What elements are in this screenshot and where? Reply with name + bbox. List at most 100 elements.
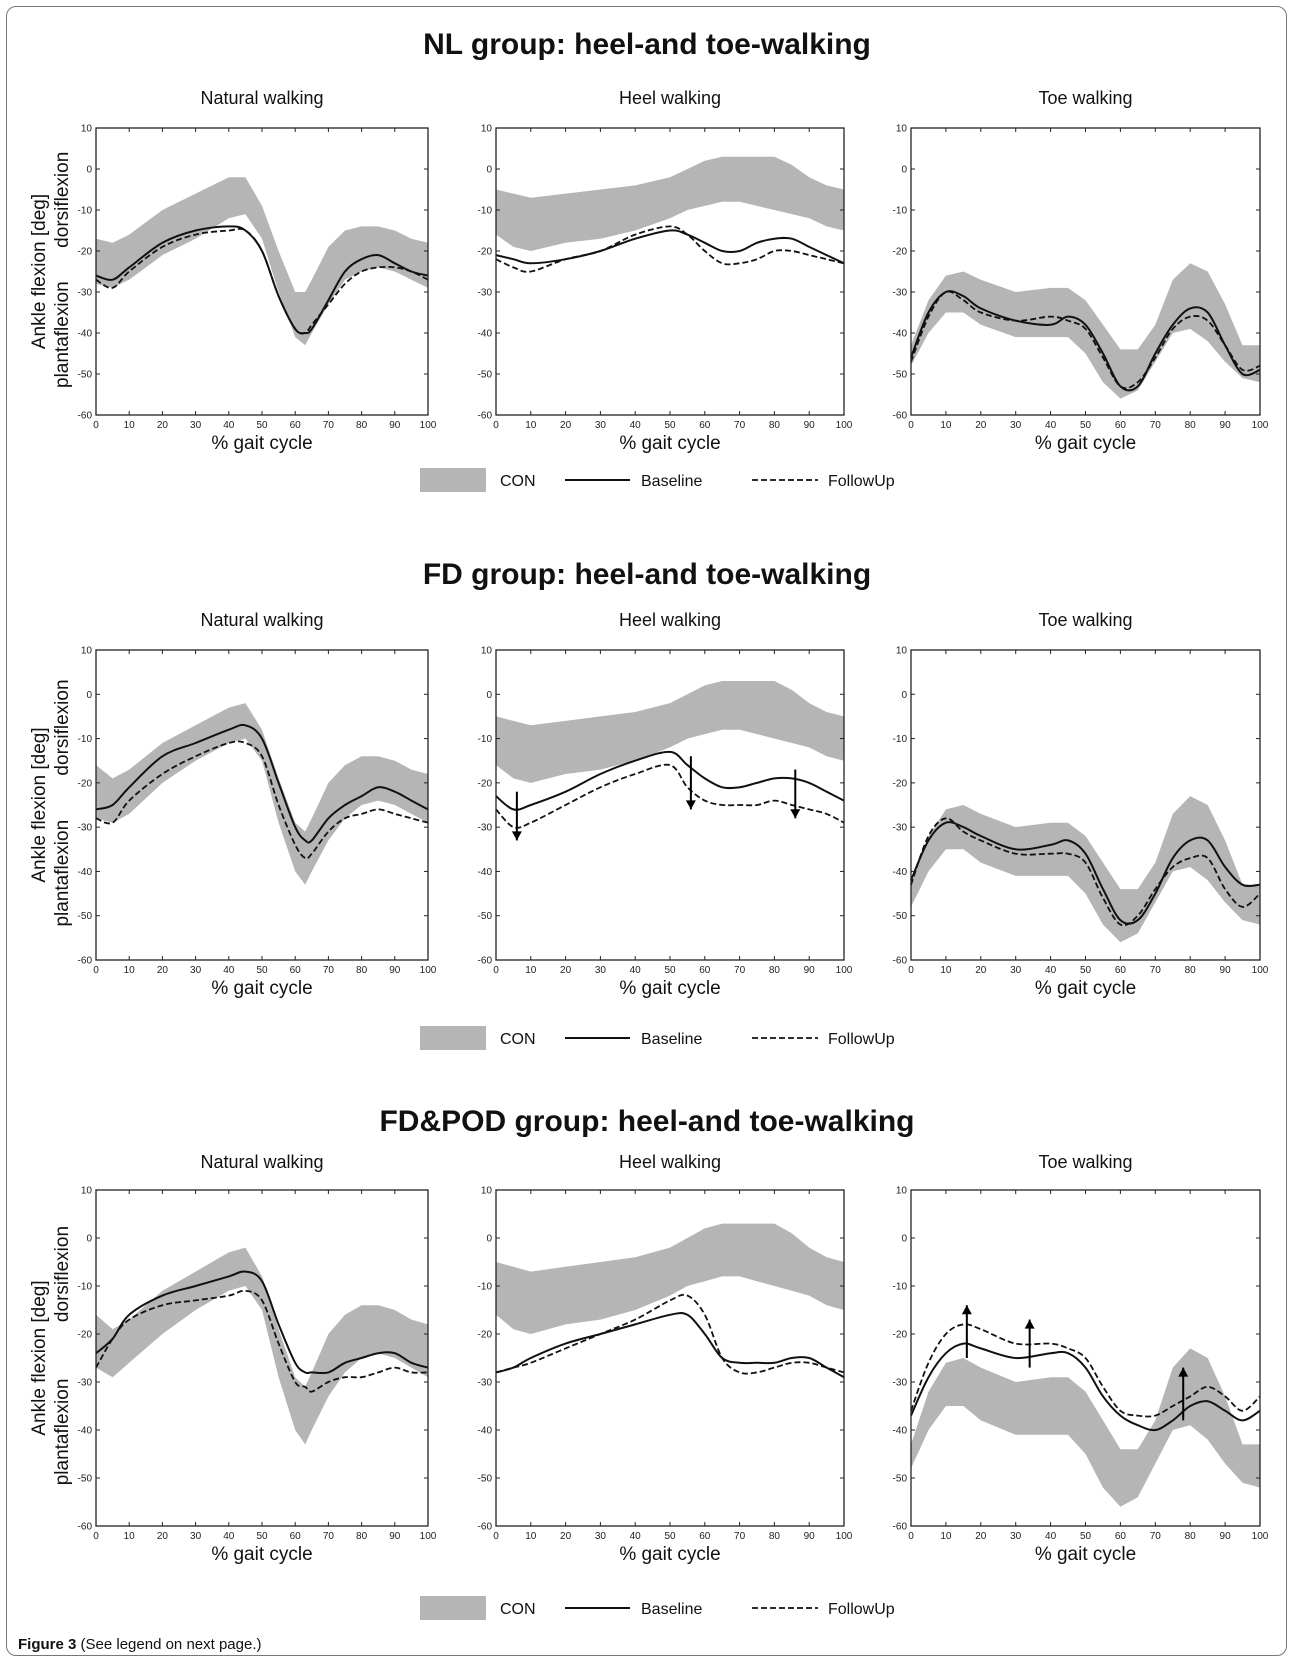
baseline-line-g0-p1 bbox=[495, 229, 845, 265]
panel-title-g2-p2: Toe walking bbox=[1038, 1152, 1132, 1172]
y-tick-label-g2-p0: -10 bbox=[78, 1282, 93, 1293]
x-tick-label-g2-p1: 50 bbox=[664, 1531, 676, 1542]
x-tick-label-g2-p1: 80 bbox=[769, 1531, 781, 1542]
x-tick-label-g1-p1: 70 bbox=[734, 965, 746, 976]
x-tick-label-g2-p1: 100 bbox=[836, 1531, 853, 1542]
x-tick-label-g0-p0: 80 bbox=[356, 420, 368, 431]
panel-title-g1-p0: Natural walking bbox=[200, 610, 323, 630]
y-tick-label-g2-p2: -60 bbox=[893, 1522, 908, 1533]
con-band-g2-p0 bbox=[96, 1247, 428, 1445]
x-tick-label-g2-p2: 100 bbox=[1252, 1531, 1269, 1542]
x-tick-label-g1-p2: 30 bbox=[1010, 965, 1022, 976]
legend-followup-label-1: FollowUp bbox=[828, 1031, 895, 1048]
y-tick-label-g2-p0: -40 bbox=[78, 1426, 93, 1437]
y-tick-label-g2-p0: -20 bbox=[78, 1330, 93, 1341]
y-tick-label-g0-p1: -40 bbox=[478, 329, 493, 340]
y-tick-label-g0-p1: -10 bbox=[478, 206, 493, 217]
x-tick-label-g0-p2: 10 bbox=[940, 420, 952, 431]
x-tick-label-g2-p1: 70 bbox=[734, 1531, 746, 1542]
y-axis-label-dorsiflexion-g1-p0: dorsiflexion bbox=[52, 679, 73, 775]
figure-frame bbox=[6, 6, 1287, 1656]
y-tick-label-g1-p1: -50 bbox=[478, 911, 493, 922]
arrow-head-g1-p1-0 bbox=[511, 831, 522, 841]
y-tick-label-g1-p0: 10 bbox=[81, 646, 93, 657]
legend-followup-label-0: FollowUp bbox=[828, 473, 895, 490]
legend-con-swatch-1 bbox=[420, 1026, 486, 1050]
x-tick-label-g1-p0: 70 bbox=[323, 965, 335, 976]
x-tick-label-g1-p2: 60 bbox=[1115, 965, 1127, 976]
y-tick-label-g0-p1: -60 bbox=[478, 411, 493, 422]
followup-line-g0-p2 bbox=[910, 290, 1261, 389]
x-tick-label-g1-p0: 30 bbox=[190, 965, 202, 976]
x-tick-label-g1-p2: 90 bbox=[1220, 965, 1232, 976]
x-tick-label-g2-p2: 70 bbox=[1150, 1531, 1162, 1542]
x-tick-label-g2-p0: 10 bbox=[124, 1531, 136, 1542]
legend-con-label-2: CON bbox=[500, 1601, 536, 1618]
x-tick-label-g0-p0: 100 bbox=[420, 420, 437, 431]
y-tick-label-g1-p0: -50 bbox=[78, 911, 93, 922]
x-tick-label-g1-p0: 50 bbox=[256, 965, 268, 976]
panel-title-g2-p1: Heel walking bbox=[619, 1152, 721, 1172]
x-tick-label-g0-p1: 70 bbox=[734, 420, 746, 431]
group-title-2: FD&POD group: heel-and toe-walking bbox=[379, 1105, 914, 1138]
x-tick-label-g1-p2: 10 bbox=[940, 965, 952, 976]
y-tick-label-g0-p2: 0 bbox=[901, 165, 907, 176]
legend-con-swatch-0 bbox=[420, 468, 486, 492]
y-tick-label-g0-p1: 10 bbox=[481, 124, 493, 135]
baseline-line-g1-p2 bbox=[910, 821, 1261, 925]
x-tick-label-g0-p2: 70 bbox=[1150, 420, 1162, 431]
y-tick-label-g0-p0: 10 bbox=[81, 124, 93, 135]
y-axis-label-plantaflexion-g1-p0: plantaflexion bbox=[52, 820, 73, 927]
y-tick-label-g1-p0: -10 bbox=[78, 734, 93, 745]
y-tick-label-g2-p2: -20 bbox=[893, 1330, 908, 1341]
y-tick-label-g1-p2: 0 bbox=[901, 690, 907, 701]
x-tick-label-g0-p0: 20 bbox=[157, 420, 169, 431]
legend-baseline-label-0: Baseline bbox=[641, 473, 702, 490]
x-axis-label-g0-p1: % gait cycle bbox=[619, 433, 720, 454]
y-tick-label-g2-p2: -10 bbox=[893, 1282, 908, 1293]
y-axis-label-plantaflexion-g2-p0: plantaflexion bbox=[52, 1379, 73, 1486]
x-tick-label-g0-p0: 50 bbox=[256, 420, 268, 431]
x-tick-label-g2-p2: 20 bbox=[975, 1531, 987, 1542]
x-tick-label-g0-p1: 40 bbox=[630, 420, 642, 431]
x-tick-label-g0-p0: 90 bbox=[389, 420, 401, 431]
x-tick-label-g2-p1: 10 bbox=[525, 1531, 537, 1542]
y-tick-label-g1-p0: -30 bbox=[78, 823, 93, 834]
plot-frame-g0-p0 bbox=[95, 127, 429, 416]
con-band-g1-p2 bbox=[911, 796, 1260, 943]
x-axis-label-g2-p1: % gait cycle bbox=[619, 1544, 720, 1565]
x-axis-label-g2-p0: % gait cycle bbox=[211, 1544, 312, 1565]
con-band-g0-p0 bbox=[96, 177, 428, 346]
y-tick-label-g1-p0: -60 bbox=[78, 956, 93, 967]
x-tick-label-g1-p2: 40 bbox=[1045, 965, 1057, 976]
y-tick-label-g1-p2: -10 bbox=[893, 734, 908, 745]
y-tick-label-g2-p1: -30 bbox=[478, 1378, 493, 1389]
followup-line-g0-p1 bbox=[495, 225, 845, 273]
followup-line-g2-p1 bbox=[495, 1293, 845, 1375]
y-tick-label-g0-p0: -10 bbox=[78, 206, 93, 217]
x-tick-label-g1-p2: 20 bbox=[975, 965, 987, 976]
x-tick-label-g1-p0: 90 bbox=[389, 965, 401, 976]
y-tick-label-g0-p2: 10 bbox=[896, 124, 908, 135]
y-tick-label-g1-p1: -10 bbox=[478, 734, 493, 745]
y-tick-label-g2-p0: 0 bbox=[86, 1234, 92, 1245]
x-tick-label-g1-p1: 0 bbox=[493, 965, 499, 976]
baseline-line-g2-p2 bbox=[910, 1342, 1261, 1432]
x-tick-label-g0-p2: 90 bbox=[1220, 420, 1232, 431]
x-tick-label-g1-p0: 80 bbox=[356, 965, 368, 976]
x-tick-label-g0-p2: 80 bbox=[1185, 420, 1197, 431]
arrow-head-g2-p2-1 bbox=[1024, 1319, 1035, 1329]
x-tick-label-g2-p1: 40 bbox=[630, 1531, 642, 1542]
baseline-line-g2-p1 bbox=[495, 1311, 845, 1379]
y-tick-label-g2-p1: -20 bbox=[478, 1330, 493, 1341]
x-tick-label-g1-p1: 20 bbox=[560, 965, 572, 976]
x-tick-label-g1-p1: 60 bbox=[699, 965, 711, 976]
y-tick-label-g2-p0: -60 bbox=[78, 1522, 93, 1533]
y-tick-label-g1-p1: 0 bbox=[486, 690, 492, 701]
x-tick-label-g2-p2: 50 bbox=[1080, 1531, 1092, 1542]
x-tick-label-g0-p1: 20 bbox=[560, 420, 572, 431]
x-tick-label-g1-p1: 10 bbox=[525, 965, 537, 976]
y-tick-label-g1-p2: 10 bbox=[896, 646, 908, 657]
x-tick-label-g2-p2: 90 bbox=[1220, 1531, 1232, 1542]
baseline-line-g0-p2 bbox=[910, 290, 1261, 392]
